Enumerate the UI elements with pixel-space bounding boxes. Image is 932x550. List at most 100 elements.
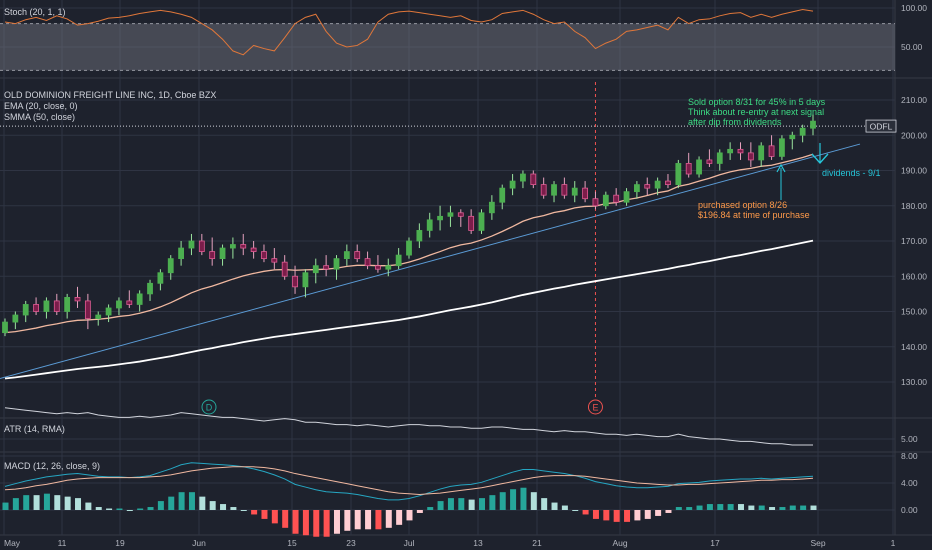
macd-histogram-bar (178, 492, 185, 510)
candle-body (64, 296, 71, 312)
time-tick-label: May (4, 538, 21, 548)
price-tick-label: 190.00 (901, 166, 927, 176)
candle-body (623, 191, 630, 203)
macd-histogram-bar (499, 492, 506, 510)
macd-histogram-bar (458, 498, 465, 510)
price-pane[interactable] (0, 82, 895, 398)
candle-body (551, 184, 557, 196)
candle-body (437, 215, 443, 221)
stoch-tick-label: 100.00 (901, 3, 927, 13)
candle-body (727, 148, 734, 154)
macd-histogram-bar (54, 495, 61, 510)
purchase-arrow-head (776, 163, 786, 173)
atr-tick-label: 5.00 (901, 434, 918, 444)
candle-body (654, 180, 661, 189)
macd-histogram-bar (416, 510, 423, 513)
candle-body (747, 152, 754, 161)
candle-body (582, 187, 589, 200)
candle-body (84, 300, 91, 319)
time-tick-label: 13 (473, 538, 483, 548)
candle-body (520, 173, 526, 182)
macd-histogram-bar (437, 501, 444, 510)
macd-histogram-bar (561, 505, 568, 510)
event-marker-circle (201, 399, 217, 415)
candle-body (592, 198, 599, 207)
candle-body (633, 184, 640, 193)
macd-histogram-bar (530, 492, 537, 510)
time-tick-label: 21 (532, 538, 542, 548)
macd-histogram-bar (126, 510, 133, 511)
trendline (0, 143, 861, 379)
candle-body (209, 251, 216, 260)
macd-histogram-bar (748, 505, 755, 510)
macd-histogram-bar (375, 510, 382, 530)
macd-pane[interactable] (2, 462, 817, 537)
candle-body (229, 244, 236, 249)
candle-body (43, 300, 50, 312)
candle-body (33, 304, 39, 312)
macd-histogram-bar (582, 510, 589, 515)
candle-body (354, 251, 361, 260)
candle-body (716, 152, 723, 164)
candle-body (74, 296, 81, 302)
stochastic-pane[interactable] (0, 9, 895, 71)
macd-histogram-bar (302, 510, 309, 536)
candle-body (167, 258, 174, 274)
macd-histogram-bar (603, 510, 610, 521)
candle-body (105, 307, 112, 316)
time-tick-label: Sep (810, 538, 825, 548)
atr-pane[interactable] (4, 407, 813, 446)
candle-body (468, 215, 475, 231)
atr-line (4, 407, 813, 446)
macd-histogram-bar (479, 498, 486, 510)
macd-histogram-bar (354, 510, 361, 530)
candle-body (333, 258, 340, 270)
candle-body (12, 314, 19, 323)
candle-body (789, 134, 796, 140)
macd-histogram-bar (168, 496, 175, 510)
dividends-arrow-head (811, 153, 829, 165)
candle-body (561, 184, 568, 196)
macd-line (4, 462, 814, 501)
candle-body (613, 194, 620, 203)
macd-histogram-bar (406, 510, 413, 521)
macd-histogram-bar (157, 501, 164, 510)
macd-histogram-bar (572, 510, 579, 511)
macd-histogram-bar (769, 507, 776, 510)
macd-histogram-bar (75, 498, 82, 510)
macd-tick-label: 8.00 (901, 451, 918, 461)
macd-histogram-bar (489, 495, 496, 510)
candle-body (136, 293, 143, 305)
macd-histogram-bar (230, 507, 237, 510)
macd-histogram-bar (447, 498, 454, 510)
macd-histogram-bar (541, 498, 548, 510)
sold-note-line-2: Think about re-entry at next signal (688, 107, 825, 117)
candle-body (779, 138, 785, 157)
candle-body (426, 219, 433, 231)
price-tick-label: 140.00 (901, 342, 927, 352)
macd-legend: MACD (12, 26, close, 9) (4, 461, 101, 471)
macd-histogram-bar (292, 510, 299, 534)
macd-histogram-bar (510, 489, 517, 510)
macd-histogram-bar (624, 510, 631, 522)
time-tick-label: Aug (612, 538, 627, 548)
price-tick-label: 150.00 (901, 307, 927, 317)
candle-body (302, 272, 309, 288)
sold-note-line-3: after dip from dividends (688, 117, 782, 127)
macd-histogram-bar (520, 487, 527, 510)
macd-histogram-bar (396, 510, 403, 525)
candle-body (116, 300, 122, 309)
macd-histogram-bar (106, 508, 113, 510)
signal-line (4, 466, 814, 495)
macd-histogram-bar (779, 507, 786, 510)
macd-histogram-bar (85, 502, 92, 510)
ema-legend: EMA (20, close, 0) (4, 101, 78, 111)
macd-histogram-bar (686, 507, 693, 510)
macd-histogram-bar (385, 510, 392, 528)
macd-histogram-bar (251, 510, 258, 515)
candle-body (478, 212, 485, 231)
macd-histogram-bar (551, 502, 558, 510)
time-tick-label: 23 (346, 538, 356, 548)
candle-body (602, 194, 609, 207)
